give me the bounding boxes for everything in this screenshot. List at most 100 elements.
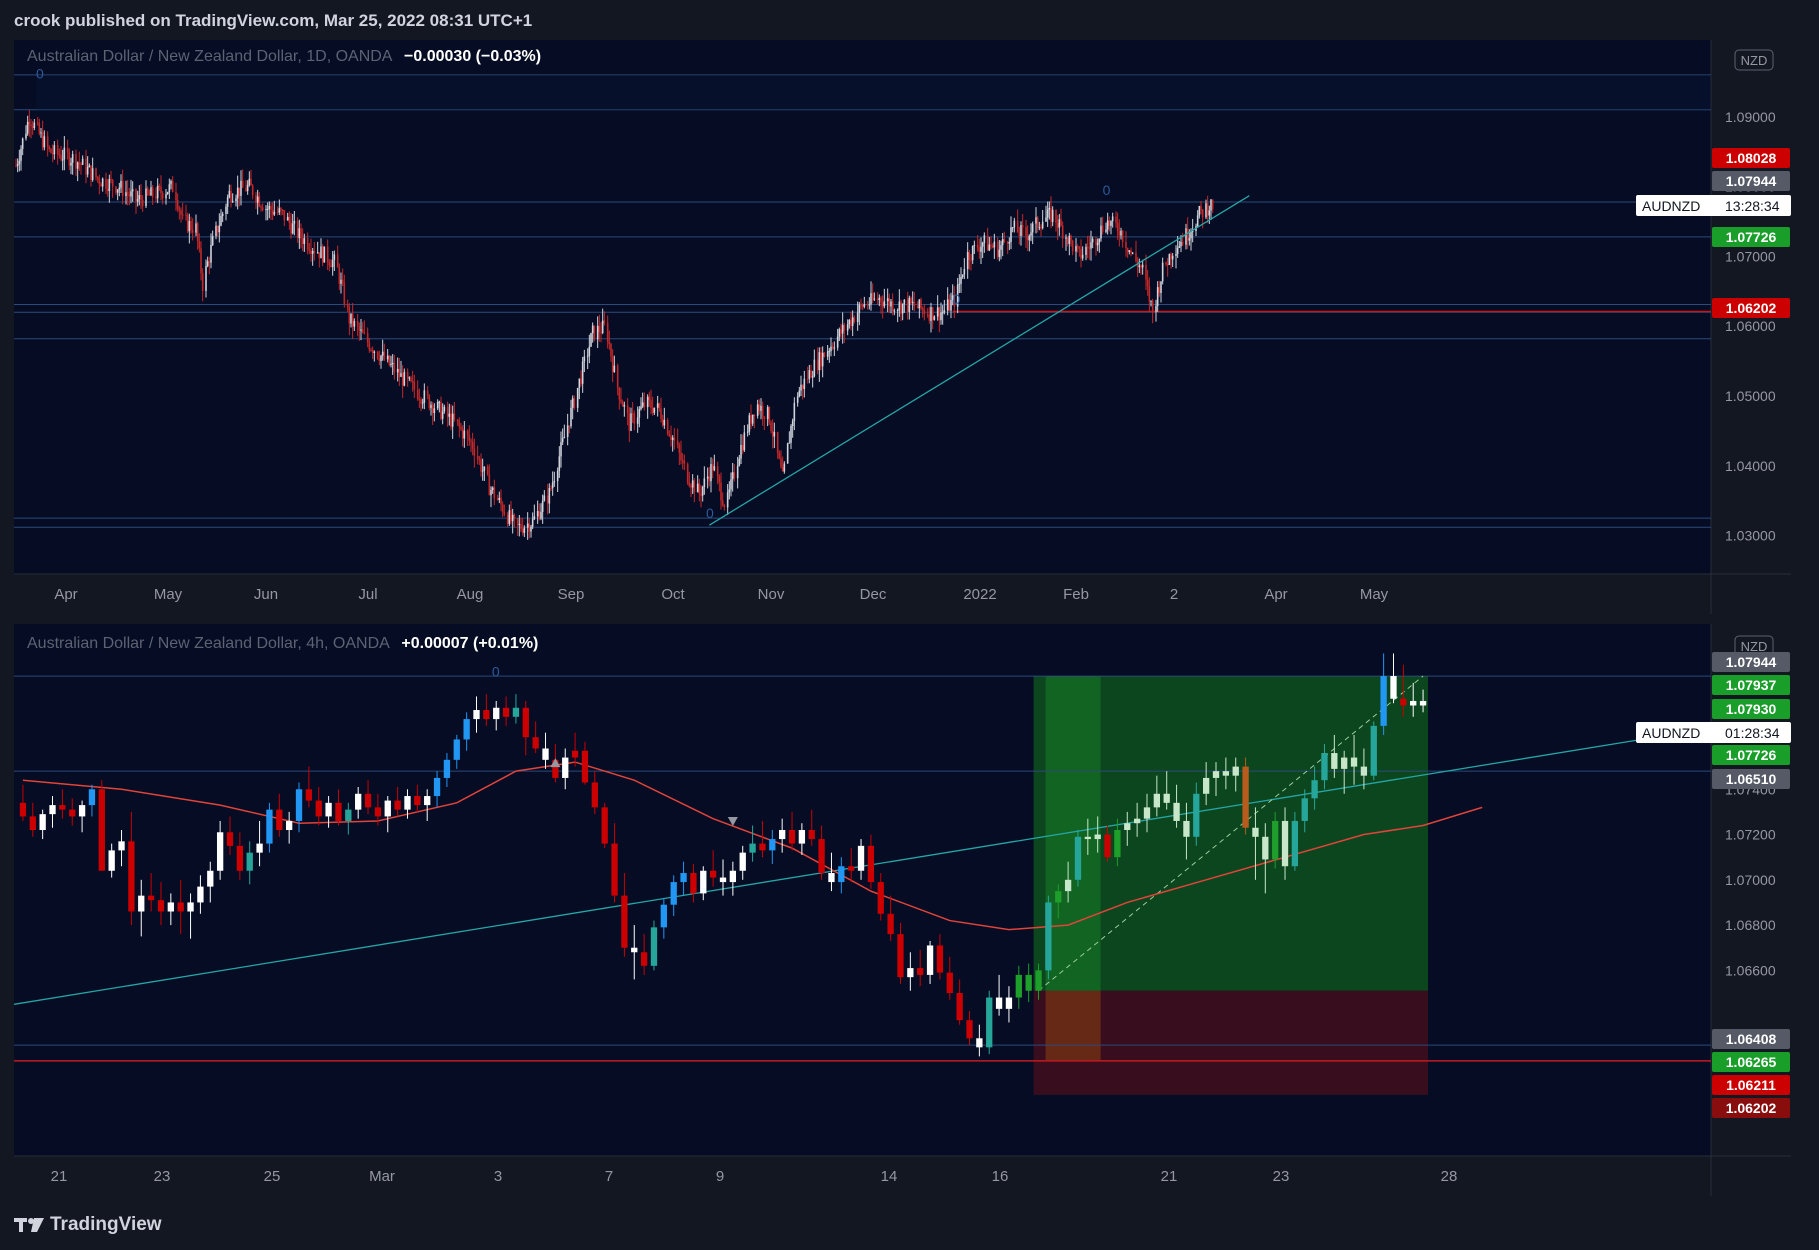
- daily-candle-body: [608, 341, 611, 344]
- daily-candle-body: [26, 121, 29, 134]
- daily-candle-body: [318, 252, 321, 259]
- daily-candle-body: [100, 184, 102, 187]
- daily-candle-body: [46, 136, 49, 147]
- daily-candle-body: [710, 464, 712, 482]
- daily-candle-body: [351, 313, 354, 327]
- four-hour-chart-pane[interactable]: 1.07400 1.07200 1.07000 1.06800 1.06600 0 21 23…: [14, 624, 1805, 1196]
- daily-candle-body: [1120, 230, 1122, 236]
- daily-candle-body: [510, 510, 512, 522]
- fourhour-candle-body: [207, 870, 214, 887]
- daily-candle-body: [346, 303, 349, 308]
- daily-candle-body: [86, 167, 89, 175]
- daily-candle-body: [140, 195, 142, 200]
- daily-candle-body: [210, 244, 212, 263]
- daily-fib-zero-label: 0: [953, 291, 961, 307]
- daily-candle-body: [420, 399, 422, 404]
- daily-candle-body: [308, 249, 311, 251]
- fourhour-x-tick-label: 9: [716, 1168, 724, 1185]
- fourhour-candle-body: [384, 800, 391, 817]
- daily-candle-body: [843, 324, 846, 331]
- daily-candle-body: [1058, 219, 1061, 228]
- daily-candle-body: [706, 476, 709, 479]
- daily-candle-body: [25, 133, 27, 139]
- daily-candle-body: [206, 261, 209, 267]
- daily-candle-body: [1135, 252, 1137, 261]
- daily-x-tick-label: Feb: [1063, 586, 1089, 603]
- daily-candle-body: [466, 430, 469, 436]
- daily-candle-body: [128, 194, 131, 197]
- fourhour-candle-body: [848, 866, 855, 871]
- daily-candle-body: [225, 206, 227, 214]
- daily-candle-body: [90, 165, 92, 180]
- daily-candle-body: [75, 154, 77, 169]
- footer-brand[interactable]: TradingView: [14, 1212, 162, 1238]
- daily-candle-body: [768, 407, 771, 423]
- daily-candle-body: [30, 124, 32, 127]
- fourhour-candle-body: [315, 800, 322, 817]
- fourhour-price-tag-bg: [1712, 745, 1790, 765]
- daily-candle-body: [391, 363, 394, 365]
- daily-candle-body: [181, 214, 184, 216]
- daily-candle-body: [216, 225, 219, 233]
- daily-candle-body: [440, 401, 442, 419]
- daily-candle-body: [1075, 246, 1077, 252]
- fourhour-candle-body: [808, 830, 815, 840]
- daily-candle-body: [833, 347, 836, 349]
- fourhour-candle-body: [936, 945, 944, 973]
- fourhour-price-tag-label: 1.06211: [1726, 1077, 1776, 1093]
- daily-candle-body: [740, 445, 742, 459]
- daily-candle-body: [621, 402, 624, 407]
- daily-candle-body: [95, 168, 97, 177]
- daily-candle-body: [1026, 236, 1029, 241]
- daily-candle-body: [851, 317, 854, 326]
- daily-candle-body: [506, 514, 509, 524]
- fourhour-candle-body: [167, 902, 174, 912]
- fourhour-x-tick-label: 23: [1273, 1168, 1290, 1185]
- daily-candle-body: [928, 314, 931, 321]
- daily-candle-body: [130, 191, 132, 197]
- daily-candle-body: [518, 524, 521, 526]
- fourhour-candle-body: [1380, 676, 1387, 726]
- fourhour-candle-body: [325, 802, 332, 817]
- daily-candle-body: [541, 500, 544, 512]
- daily-candle-body: [583, 356, 586, 362]
- daily-candle-body: [40, 132, 42, 134]
- daily-candle-body: [1035, 217, 1037, 224]
- daily-price-tag-bg: [1712, 171, 1790, 191]
- daily-candle-body: [311, 251, 314, 254]
- daily-candle-body: [480, 459, 482, 472]
- daily-candle-body: [286, 216, 289, 221]
- daily-chart-svg[interactable]: 1.090001.080001.070001.060001.050001.040…: [14, 40, 1805, 614]
- fourhour-candle-body: [1291, 820, 1299, 867]
- daily-candle-body: [141, 199, 144, 207]
- daily-candle-body: [968, 252, 971, 260]
- fourhour-symbol-tag-bg: [1636, 722, 1791, 743]
- daily-symbol-tag: AUDNZD: [1642, 198, 1700, 214]
- daily-candle-body: [540, 511, 542, 519]
- fourhour-candle-body: [69, 809, 76, 817]
- daily-candle-body: [341, 279, 344, 284]
- fourhour-candle-body: [631, 947, 638, 953]
- daily-candle-body: [476, 456, 479, 460]
- daily-candle-body: [281, 209, 284, 211]
- daily-candle-body: [676, 440, 679, 446]
- fourhour-candle-body: [128, 841, 135, 912]
- fourhour-candle-body: [414, 796, 421, 806]
- daily-candle-body: [338, 267, 341, 284]
- daily-candle-body: [306, 238, 309, 250]
- daily-candle-body: [626, 405, 629, 414]
- daily-candle-body: [1200, 205, 1202, 210]
- daily-candle-body: [523, 527, 526, 533]
- daily-candle-body: [198, 240, 201, 249]
- daily-fib-zero-label: 0: [706, 505, 714, 521]
- daily-chart-pane[interactable]: 1.090001.080001.070001.060001.050001.040…: [14, 40, 1805, 614]
- daily-candle-body: [161, 193, 164, 199]
- daily-candle-body: [418, 398, 421, 400]
- daily-candle-body: [126, 192, 129, 195]
- daily-candle-body: [1185, 228, 1187, 245]
- daily-candle-body: [503, 512, 506, 515]
- daily-candle-body: [201, 273, 204, 291]
- fourhour-plot-area: [14, 624, 1711, 1156]
- daily-candle-body: [1141, 264, 1144, 268]
